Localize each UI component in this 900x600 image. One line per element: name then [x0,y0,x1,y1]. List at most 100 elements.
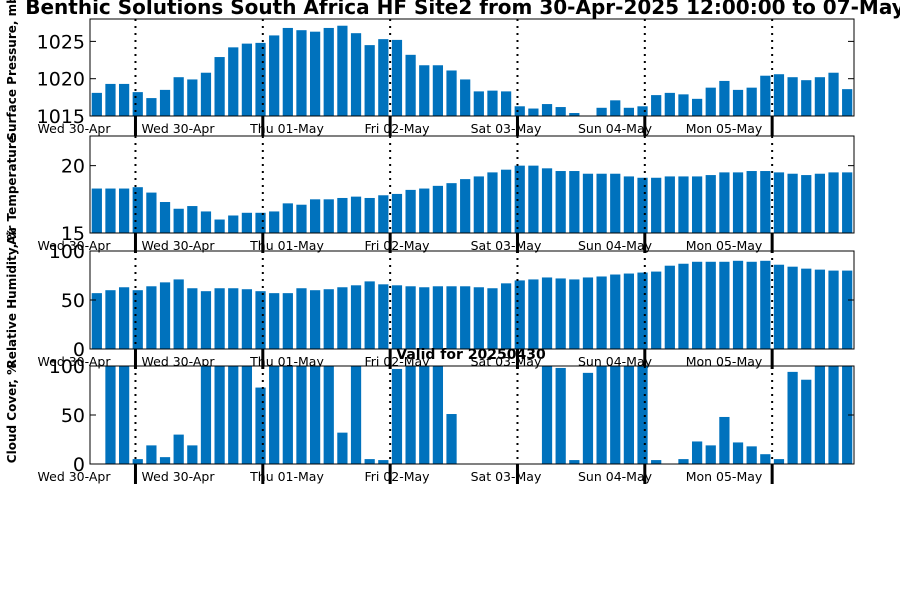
bar [214,366,225,464]
bar [801,268,812,349]
bar [664,176,675,233]
bar [678,94,689,116]
bar [105,83,116,116]
ylabel: Air Temperature [5,135,19,245]
bar [787,173,798,233]
bar [746,261,757,349]
bar [610,366,621,464]
bar [446,414,457,464]
bar [159,457,171,464]
bar [391,39,403,116]
bar-series [91,260,853,349]
bar [596,107,607,116]
bar [473,176,484,233]
bar [419,65,430,116]
bar [460,286,471,349]
bar [350,285,362,349]
bar [173,279,184,349]
bar [719,172,730,233]
ytick-label: 100 [49,241,85,263]
bar [732,260,744,349]
chart-panels: 1015 1020 1025 Wed 30-Apr Wed 30-Apr Thu 01-M… [5,0,855,484]
bar [187,288,198,349]
bar-series [105,366,853,464]
bar [814,366,826,464]
xtick-label: Fri 02-May [364,121,430,136]
bar [705,175,716,233]
page-title: Benthic Solutions South Africa HF Site2 … [25,0,900,19]
bar [500,169,512,233]
xtick-label: Wed 30-Apr [38,469,112,484]
xtick-label: Mon 05-May [686,121,763,136]
bar [432,286,444,349]
bar [323,289,334,349]
ytick-label: 1025 [37,31,85,53]
bar [378,195,389,233]
bar [364,45,375,116]
bar [651,460,662,464]
bar [159,282,171,349]
xtick-label: Fri 02-May [364,354,430,369]
xtick-label: Thu 01-May [249,238,324,253]
bar [337,197,348,233]
bar [637,272,648,349]
bar [528,279,539,349]
bar [514,165,525,233]
bar [391,285,403,349]
bar [118,287,130,349]
axes-box [89,18,855,117]
bar [91,293,102,349]
bar [651,177,662,233]
bar [541,168,553,233]
bar [623,366,635,464]
bar [828,366,839,464]
bar [419,287,430,349]
xtick-label: Mon 05-May [686,469,763,484]
bar [255,212,266,233]
bar [241,43,253,116]
bar [705,445,716,464]
bar [146,192,157,233]
bar [623,273,635,349]
bar [200,291,212,349]
bar [378,39,389,116]
xtick-label: Thu 01-May [249,469,324,484]
bar [760,260,771,349]
bar [828,172,839,233]
bar [91,188,102,233]
bar [814,77,826,116]
bar [473,91,484,116]
bar [323,27,334,116]
bar [705,261,716,349]
bar [323,199,334,233]
bar-series [91,25,853,116]
bar [732,89,744,116]
bar [187,445,198,464]
bar [241,289,253,349]
bar [228,215,239,233]
bar [514,280,525,349]
bar [773,459,785,464]
bar [569,279,580,349]
bar [541,366,553,464]
bar [296,204,307,233]
bar [337,287,348,349]
xtick-label: Sat 03-May [471,121,542,136]
bar [582,372,594,464]
bar [255,387,266,464]
bar [132,92,143,116]
bar [350,196,362,233]
bar [405,54,416,116]
bar [228,366,239,464]
bar [460,179,471,233]
bar [555,367,566,464]
xtick-label: Wed 30-Apr [38,121,112,136]
bar [309,290,321,349]
bar [105,366,116,464]
bar [296,366,307,464]
bar [378,460,389,464]
bar [746,171,757,233]
xtick-label: Mon 05-May [686,238,763,253]
ylabel: Surface Pressure, mb [5,0,19,141]
